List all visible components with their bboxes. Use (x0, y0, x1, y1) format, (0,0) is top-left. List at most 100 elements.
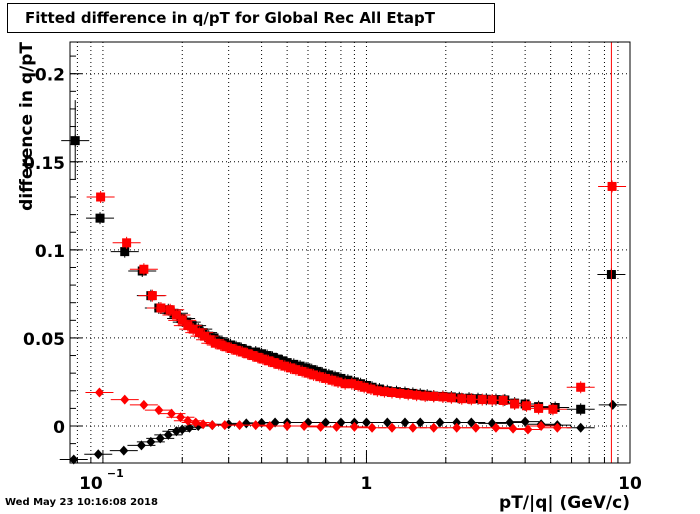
data-point (177, 315, 187, 325)
data-point (163, 429, 173, 440)
data-point (291, 365, 301, 375)
data-point (156, 303, 166, 313)
data-point (154, 405, 164, 416)
data-point (210, 338, 220, 348)
data-point (226, 344, 236, 354)
chart-title: Fitted difference in q/pT for Global Rec… (25, 9, 435, 27)
data-point (155, 433, 165, 444)
data-point (243, 349, 253, 359)
data-point (309, 370, 319, 380)
data-point (367, 422, 377, 433)
data-point (258, 354, 268, 364)
y-tick-label: 0.2 (35, 66, 65, 86)
data-point (191, 417, 201, 428)
series-4 (85, 387, 572, 435)
grid-lines (70, 42, 631, 463)
data-point (286, 363, 296, 373)
data-point (171, 310, 181, 320)
data-point (95, 213, 105, 223)
data-point (120, 247, 130, 257)
x-tick-label: 10 (79, 474, 103, 494)
data-point (522, 401, 532, 411)
data-point (379, 387, 389, 397)
data-point (523, 424, 533, 435)
data-point (165, 305, 175, 315)
data-point (429, 422, 439, 433)
data-point (198, 419, 208, 430)
data-point (347, 379, 357, 389)
plot-frame (69, 41, 631, 464)
data-point (446, 393, 456, 403)
data-series (59, 42, 627, 465)
data-point (188, 324, 198, 334)
data-point (297, 366, 307, 376)
data-point (536, 421, 546, 432)
data-point (176, 412, 186, 423)
x-tick-label: 1 (361, 474, 373, 494)
x-axis-label: pT/|q| (GeV/c) (499, 493, 630, 513)
data-point (438, 392, 448, 402)
data-point (349, 421, 359, 432)
data-point (241, 418, 251, 429)
data-point (576, 404, 586, 414)
data-point (274, 359, 284, 369)
data-point (457, 394, 467, 404)
data-point (471, 422, 481, 433)
data-point (220, 420, 230, 431)
data-point (510, 399, 520, 409)
y-tick-label: 0.1 (35, 242, 65, 262)
data-point (400, 417, 410, 428)
data-point (361, 417, 371, 428)
data-point (237, 347, 247, 357)
data-point (607, 181, 617, 191)
y-tick-label: 0.05 (23, 330, 65, 350)
data-point (139, 264, 149, 274)
data-point (395, 388, 405, 398)
data-point (382, 417, 392, 428)
timestamp: Wed May 23 10:16:08 2018 (5, 497, 158, 508)
data-point (315, 372, 325, 382)
data-point (608, 399, 618, 410)
data-point (194, 328, 204, 338)
data-point (548, 404, 558, 414)
data-point (253, 352, 263, 362)
data-point (353, 380, 363, 390)
data-point (183, 321, 193, 331)
data-point (408, 422, 418, 433)
data-point (94, 387, 104, 398)
data-point (216, 340, 226, 350)
data-point (299, 421, 309, 432)
data-point (387, 422, 397, 433)
chart-title-box: Fitted difference in q/pT for Global Rec… (7, 3, 495, 33)
data-point (69, 454, 79, 465)
data-point (146, 436, 156, 447)
data-point (452, 417, 462, 428)
data-point (264, 356, 274, 366)
series-1 (61, 134, 626, 416)
data-point (508, 423, 518, 434)
data-point (412, 390, 422, 400)
data-point (452, 422, 462, 433)
data-point (119, 445, 129, 456)
data-point (177, 424, 187, 435)
data-point (576, 382, 586, 392)
data-point (415, 417, 425, 428)
data-point (183, 415, 193, 426)
data-point (327, 375, 337, 385)
data-point (205, 335, 215, 345)
data-point (576, 422, 586, 433)
data-point (269, 358, 279, 368)
data-point (333, 377, 343, 387)
data-point (200, 331, 210, 341)
axes: 0 0.05 0.1 0.15 0.2 10 −1 1 10 (23, 55, 642, 494)
data-point (184, 422, 194, 433)
y-tick-label: 0 (53, 418, 65, 438)
data-point (552, 422, 562, 433)
data-point (248, 351, 258, 361)
data-point (487, 395, 497, 405)
y-axis-label: difference in q/pT (17, 42, 37, 211)
data-point (122, 238, 132, 248)
data-point (166, 408, 176, 419)
data-point (136, 440, 146, 451)
